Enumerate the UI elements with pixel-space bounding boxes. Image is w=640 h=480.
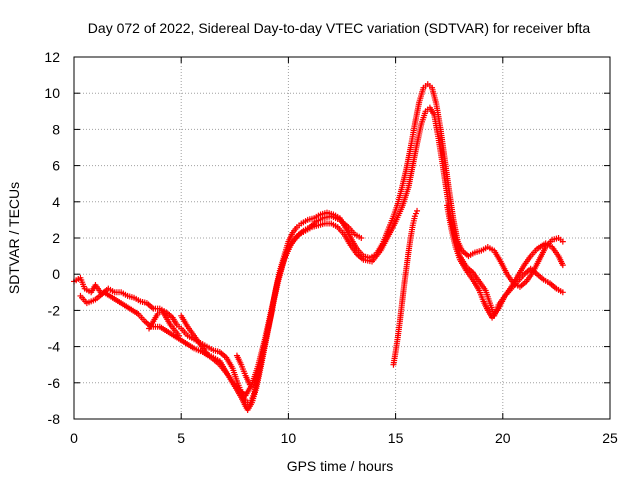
data-point [411,213,418,220]
y-tick-label: 12 [44,49,60,65]
data-point [246,381,253,388]
y-tick-label: 0 [52,266,60,282]
series-segment-b [178,213,365,399]
data-point [412,210,419,217]
x-tick-label: 20 [495,430,511,446]
data-point [358,235,365,241]
data-points [71,81,566,413]
series-rising-spike [390,207,421,368]
y-tick-label: 4 [52,194,60,210]
y-axis-label: SDTVAR / TECUs [6,182,22,294]
x-tick-label: 25 [602,430,618,446]
x-tick-label: 0 [70,430,78,446]
y-tick-label: 6 [52,158,60,174]
data-point [559,262,566,269]
x-tick-label: 10 [281,430,297,446]
y-tick-label: -4 [48,339,61,355]
data-point [559,289,566,296]
y-tick-label: -8 [48,411,61,427]
x-tick-label: 5 [177,430,185,446]
series-late-segment [444,202,566,321]
chart-title: Day 072 of 2022, Sidereal Day-to-day VTE… [88,20,591,36]
series-dropout [233,352,253,388]
x-tick-label: 15 [388,430,404,446]
y-tick-label: -6 [48,375,61,391]
y-tick-label: 8 [52,121,60,137]
x-axis-label: GPS time / hours [287,458,394,474]
ticks: 0 5 10 15 20 25 -8 -6 -4 -2 0 2 4 6 8 10 12 [44,49,618,446]
series-bump-2.4 [146,307,183,339]
y-tick-label: -2 [48,302,61,318]
data-point [559,238,566,245]
data-point [176,332,183,339]
y-tick-label: 2 [52,230,60,246]
y-tick-label: 10 [44,85,60,101]
data-point [414,207,421,214]
